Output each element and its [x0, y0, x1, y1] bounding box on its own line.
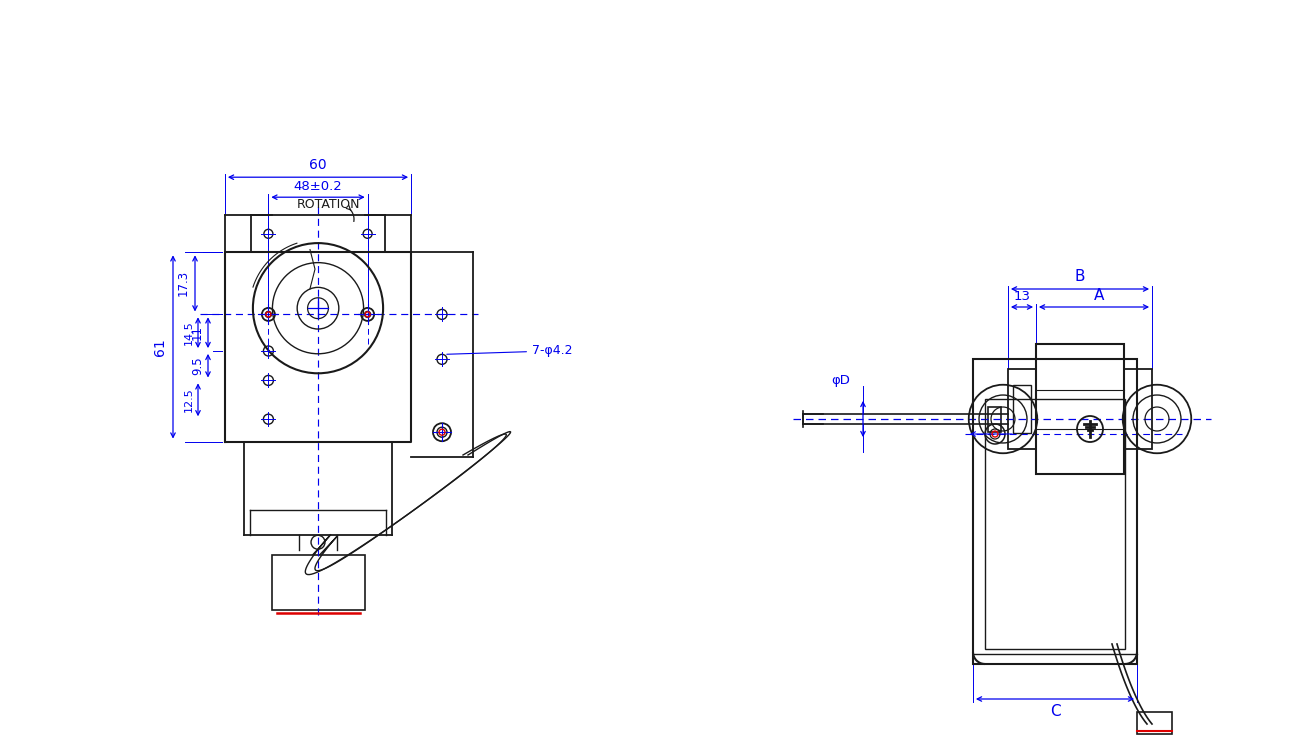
Bar — [988, 406, 1001, 431]
Text: 12.5: 12.5 — [185, 388, 194, 412]
Bar — [985, 399, 1124, 649]
Text: ROTATION: ROTATION — [296, 198, 360, 211]
Text: B: B — [1075, 269, 1086, 284]
Bar — [1008, 369, 1036, 449]
Bar — [1124, 369, 1152, 449]
Text: 13: 13 — [1014, 290, 1031, 303]
Bar — [1036, 344, 1124, 474]
Bar — [1013, 385, 1031, 434]
Text: 14.5: 14.5 — [185, 320, 194, 345]
Text: 61: 61 — [153, 338, 166, 356]
Text: φD: φD — [832, 374, 850, 387]
Text: 48±0.2: 48±0.2 — [294, 180, 342, 193]
Text: 11: 11 — [191, 325, 204, 340]
Bar — [272, 554, 364, 610]
Bar — [1138, 712, 1173, 734]
Text: C: C — [1049, 704, 1061, 719]
Text: 9.5: 9.5 — [191, 357, 204, 375]
Text: A: A — [1093, 288, 1104, 303]
Bar — [972, 359, 1138, 664]
Text: 17.3: 17.3 — [177, 271, 190, 296]
Text: 60: 60 — [309, 158, 326, 172]
Text: 7-φ4.2: 7-φ4.2 — [447, 345, 572, 357]
